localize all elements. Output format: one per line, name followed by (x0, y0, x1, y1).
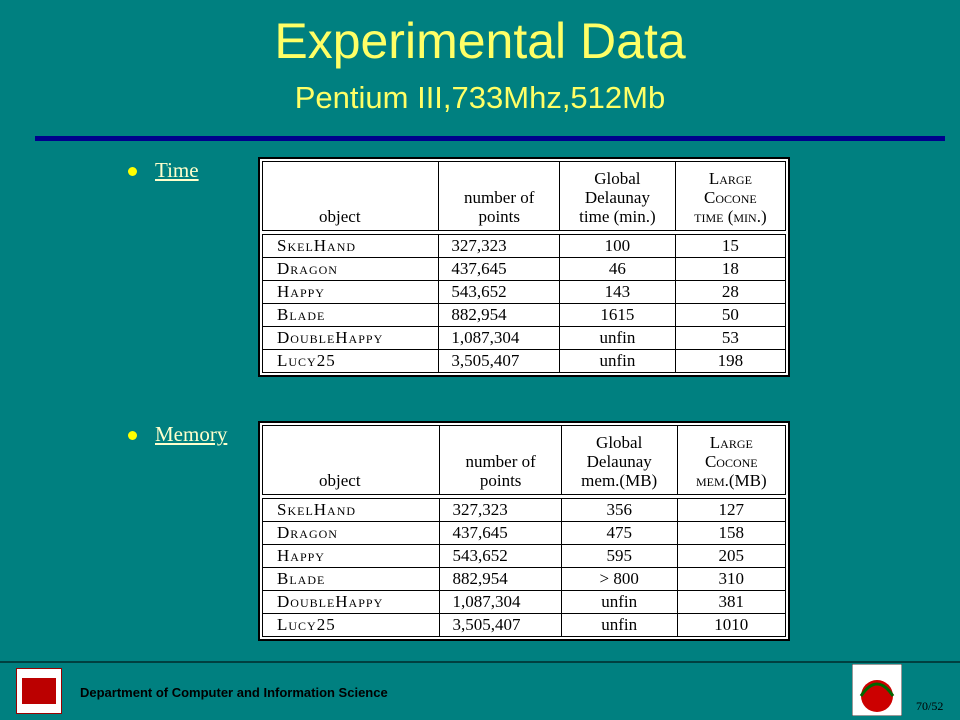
column-header: number of points (439, 425, 562, 495)
table-cell: Dragon (261, 521, 441, 545)
table-cell: Dragon (261, 257, 440, 281)
bullet-link[interactable]: Time (155, 158, 199, 182)
table-cell: Lucy25 (261, 613, 441, 637)
table-cell: 1,087,304 (439, 590, 562, 614)
table-cell: 15 (674, 234, 787, 258)
column-header: object (261, 425, 441, 495)
table-row: Blade 882,954 > 800 310 (261, 567, 787, 591)
table-cell: unfin (559, 326, 676, 350)
bullet-link[interactable]: Memory (155, 422, 228, 446)
column-header: Large Cocone mem.(MB) (676, 425, 787, 495)
table-cell: Blade (261, 303, 440, 327)
header-row: object number of points Global Delaunay me… (261, 425, 787, 495)
table-cell: 543,652 (439, 544, 562, 568)
table-cell: 53 (674, 326, 787, 350)
table-row: DoubleHappy 1,087,304 unfin 381 (261, 590, 787, 614)
table-cell: SkelHand (261, 498, 441, 522)
department: Department of Computer and Information S… (80, 685, 388, 700)
lab-logo (852, 664, 902, 716)
table-cell: Lucy25 (261, 349, 440, 373)
title-rule (35, 136, 945, 141)
table-cell: 381 (676, 590, 787, 614)
table-cell: unfin (560, 590, 678, 614)
table-cell: 437,645 (438, 257, 561, 281)
table-cell: 327,323 (439, 498, 562, 522)
table-cell: 3,505,407 (439, 613, 562, 637)
table-row: Lucy25 3,505,407 unfin 198 (261, 349, 787, 373)
table-row: Dragon 437,645 475 158 (261, 521, 787, 545)
table-cell: 158 (676, 521, 787, 545)
table-cell: DoubleHappy (261, 326, 440, 350)
table-row: DoubleHappy 1,087,304 unfin 53 (261, 326, 787, 350)
table-box: object number of points Global Delaunay ti… (258, 157, 790, 377)
column-header: Global Delaunay mem.(MB) (560, 425, 678, 495)
bullet-dot (128, 431, 137, 440)
table-cell: 1615 (559, 303, 676, 327)
column-header: number of points (438, 161, 561, 231)
table-row: Blade 882,954 1615 50 (261, 303, 787, 327)
subtitle: Pentium III,733Mhz,512Mb (294, 80, 666, 115)
header-row: object number of points Global Delaunay ti… (261, 161, 787, 231)
table-cell: 595 (560, 544, 678, 568)
table-row: Lucy25 3,505,407 unfin 1010 (261, 613, 787, 637)
table-cell: Happy (261, 280, 440, 304)
footer-rule (0, 661, 960, 663)
page-number: 70/52 (916, 699, 944, 713)
table-cell: DoubleHappy (261, 590, 441, 614)
table-cell: 50 (674, 303, 787, 327)
osu-logo (16, 668, 62, 714)
table-cell: 127 (676, 498, 787, 522)
table-cell: Happy (261, 544, 441, 568)
table-cell: 882,954 (438, 303, 561, 327)
table-row: Happy 543,652 143 28 (261, 280, 787, 304)
table-cell: unfin (560, 613, 678, 637)
table-cell: 437,645 (439, 521, 562, 545)
table-cell: > 800 (560, 567, 678, 591)
table-cell: 1,087,304 (438, 326, 561, 350)
table-cell: 475 (560, 521, 678, 545)
column-header: object (261, 161, 440, 231)
table-row: Happy 543,652 595 205 (261, 544, 787, 568)
table-cell: 1010 (676, 613, 787, 637)
table-cell: 3,505,407 (438, 349, 561, 373)
data-table: object number of points Global Delaunay ti… (261, 161, 787, 373)
table-cell: 205 (676, 544, 787, 568)
table-cell: 46 (559, 257, 676, 281)
column-header: Large Cocone time (min.) (674, 161, 787, 231)
bullet-dot (128, 167, 137, 176)
table-cell: 882,954 (439, 567, 562, 591)
table-cell: SkelHand (261, 234, 440, 258)
table-cell: 100 (559, 234, 676, 258)
table-cell: 356 (560, 498, 678, 522)
table-cell: 143 (559, 280, 676, 304)
table-row: SkelHand 327,323 356 127 (261, 498, 787, 522)
table-row: Dragon 437,645 46 18 (261, 257, 787, 281)
table-cell: 198 (674, 349, 787, 373)
table-cell: 543,652 (438, 280, 561, 304)
table-cell: 18 (674, 257, 787, 281)
table-cell: 310 (676, 567, 787, 591)
table-cell: Blade (261, 567, 441, 591)
table-cell: unfin (559, 349, 676, 373)
table-cell: 327,323 (438, 234, 561, 258)
table-row: SkelHand 327,323 100 15 (261, 234, 787, 258)
title: Experimental Data (274, 13, 686, 69)
table-cell: 28 (674, 280, 787, 304)
table-box: object number of points Global Delaunay me… (258, 421, 790, 641)
column-header: Global Delaunay time (min.) (559, 161, 676, 231)
data-table: object number of points Global Delaunay me… (261, 425, 787, 637)
